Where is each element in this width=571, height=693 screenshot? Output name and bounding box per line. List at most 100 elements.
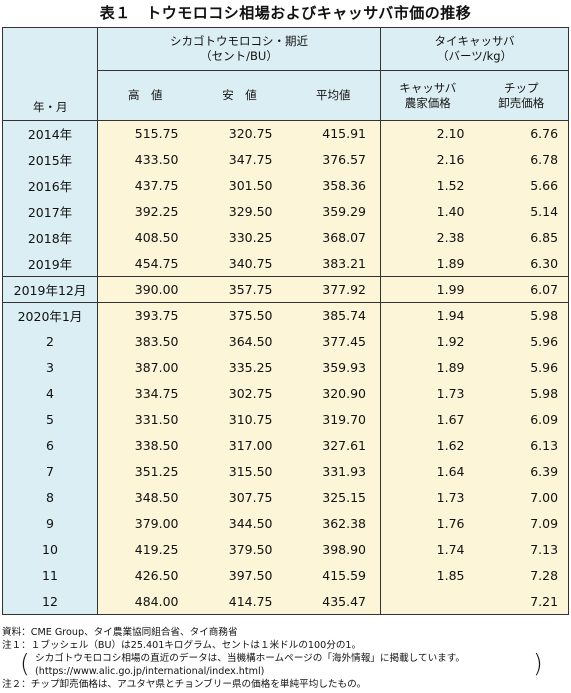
table-cell: 319.70 [286, 406, 381, 433]
col-header-high: 高 値 [97, 70, 193, 121]
table-row: 9 379.00 344.50 362.38 1.76 7.09 [2, 510, 569, 537]
table-cell: 398.90 [286, 536, 381, 563]
table-cell: 7.21 [474, 588, 569, 615]
table-row: 11 426.50 397.50 415.59 1.85 7.28 [2, 562, 569, 589]
table-cell: 383.50 [97, 328, 193, 355]
table-cell: 6.30 [474, 250, 569, 277]
group-header-line2: （バーツ/kg） [436, 49, 513, 63]
row-label: 7 [2, 458, 98, 485]
table-cell: 302.75 [192, 380, 287, 407]
table-notes: 資料：CME Group、タイ農業協同組合省、タイ商務省 注１：１ブッシェル（B… [2, 626, 568, 691]
table-row: 3 387.00 335.25 359.93 1.89 5.96 [2, 354, 569, 381]
table-cell: 7.13 [474, 536, 569, 563]
table-cell: 377.92 [286, 276, 381, 303]
table-cell: 408.50 [97, 224, 193, 251]
row-label: 2017年 [2, 198, 98, 225]
group-header-chicago-corn: シカゴトウモロコシ・期近 （セント/BU） [96, 27, 381, 71]
table-cell: 359.93 [286, 354, 381, 381]
table-cell: 1.89 [380, 354, 475, 381]
table-cell: 351.25 [97, 458, 193, 485]
table-cell: 327.61 [286, 432, 381, 459]
table-cell: 375.50 [192, 302, 287, 329]
table-cell: 5.98 [474, 380, 569, 407]
table-cell: 385.74 [286, 302, 381, 329]
col-header-low: 安 値 [192, 70, 287, 121]
table-cell: 419.25 [97, 536, 193, 563]
table-row: 7 351.25 315.50 331.93 1.64 6.39 [2, 458, 569, 485]
table-cell: 1.94 [380, 302, 475, 329]
table-cell: 6.09 [474, 406, 569, 433]
table-cell: 310.75 [192, 406, 287, 433]
table-cell: 515.75 [97, 120, 193, 147]
table-cell: 433.50 [97, 146, 193, 173]
table-row: 8 348.50 307.75 325.15 1.73 7.00 [2, 484, 569, 511]
table-cell: 383.21 [286, 250, 381, 277]
table-cell: 1.62 [380, 432, 475, 459]
table-cell: 6.39 [474, 458, 569, 485]
note-1: 注１：１ブッシェル（BU）は25.401キログラム、セントは１米ドルの100分の… [2, 640, 362, 651]
table-cell: 5.96 [474, 328, 569, 355]
source-note: 資料：CME Group、タイ農業協同組合省、タイ商務省 [2, 627, 238, 638]
table-cell: 301.50 [192, 172, 287, 199]
table-cell: 320.90 [286, 380, 381, 407]
table-cell: 437.75 [97, 172, 193, 199]
table-cell: 2.10 [380, 120, 475, 147]
table-cell: 344.50 [192, 510, 287, 537]
table-cell: 5.66 [474, 172, 569, 199]
table-row: 2019年12月 390.00 357.75 377.92 1.99 6.07 [2, 276, 569, 303]
table-cell: 329.50 [192, 198, 287, 225]
table-cell: 6.85 [474, 224, 569, 251]
table-cell: 334.75 [97, 380, 193, 407]
table-cell: 359.29 [286, 198, 381, 225]
table-cell: 414.75 [192, 588, 287, 615]
table-row: 12 484.00 414.75 435.47 7.21 [2, 588, 569, 615]
table-cell: 1.74 [380, 536, 475, 563]
table-row: 5 331.50 310.75 319.70 1.67 6.09 [2, 406, 569, 433]
table-cell: 335.25 [192, 354, 287, 381]
table-row: 2020年1月 393.75 375.50 385.74 1.94 5.98 [2, 302, 569, 329]
paren-note-line2: (https://www.alic.go.jp/international/in… [35, 666, 265, 677]
table-cell: 415.91 [286, 120, 381, 147]
row-label: 9 [2, 510, 98, 537]
col-header-farm-price: キャッサバ 農家価格 [380, 70, 475, 121]
row-label: 2019年 [2, 250, 98, 277]
table-row: 10 419.25 379.50 398.90 1.74 7.13 [2, 536, 569, 563]
table-cell: 6.76 [474, 120, 569, 147]
table-row: 6 338.50 317.00 327.61 1.62 6.13 [2, 432, 569, 459]
table-cell: 393.75 [97, 302, 193, 329]
table-cell: 379.50 [192, 536, 287, 563]
table-cell [380, 588, 475, 615]
table-cell: 7.00 [474, 484, 569, 511]
note-2: 注２：チップ卸売価格は、アユタヤ県とチョンブリー県の価格を単純平均したもの。 [2, 679, 367, 690]
price-table: 年・月 シカゴトウモロコシ・期近 （セント/BU） タイキャッサバ （バーツ/k… [2, 27, 570, 615]
table-cell: 1.73 [380, 380, 475, 407]
table-cell: 397.50 [192, 562, 287, 589]
table-cell: 415.59 [286, 562, 381, 589]
table-row: 2018年 408.50 330.25 368.07 2.38 6.85 [2, 224, 569, 251]
table-cell: 368.07 [286, 224, 381, 251]
group-header-thai-cassava: タイキャッサバ （バーツ/kg） [380, 27, 569, 71]
table-cell: 5.96 [474, 354, 569, 381]
table-cell: 347.75 [192, 146, 287, 173]
table-cell: 362.38 [286, 510, 381, 537]
row-label: 2016年 [2, 172, 98, 199]
table-cell: 7.09 [474, 510, 569, 537]
table-cell: 1.64 [380, 458, 475, 485]
table-cell: 1.99 [380, 276, 475, 303]
table-cell: 5.98 [474, 302, 569, 329]
table-cell: 5.14 [474, 198, 569, 225]
table-cell: 315.50 [192, 458, 287, 485]
table-cell: 330.25 [192, 224, 287, 251]
table-row: 4 334.75 302.75 320.90 1.73 5.98 [2, 380, 569, 407]
paren-note-line1: シカゴトウモロコシ相場の直近のデータは、当機構ホームページの「海外情報」に掲載し… [35, 653, 465, 664]
table-row: 2016年 437.75 301.50 358.36 1.52 5.66 [2, 172, 569, 199]
table-title: 表１ トウモロコシ相場およびキャッサバ市価の推移 [99, 4, 472, 22]
paren-note: ( シカゴトウモロコシ相場の直近のデータは、当機構ホームページの「海外情報」に掲… [2, 651, 568, 678]
col-header-average: 平均値 [286, 70, 381, 121]
table-cell: 435.47 [286, 588, 381, 615]
table-cell: 317.00 [192, 432, 287, 459]
row-label: 2014年 [2, 120, 98, 147]
table-cell: 1.40 [380, 198, 475, 225]
row-label: 2018年 [2, 224, 98, 251]
group-header-line2: （セント/BU） [200, 49, 278, 63]
